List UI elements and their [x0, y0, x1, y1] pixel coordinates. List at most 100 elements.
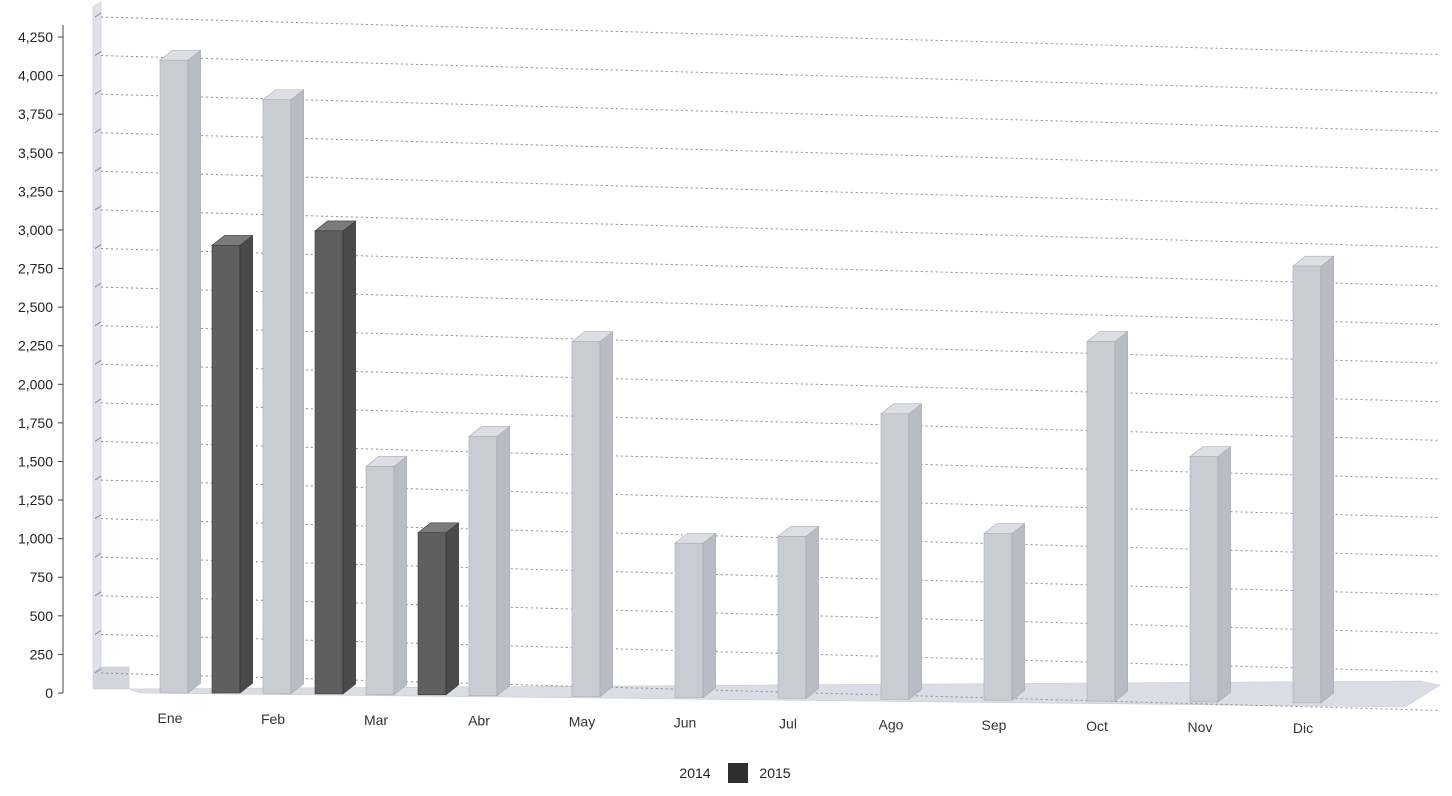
bar-side: [445, 522, 459, 696]
x-tick-label: Mar: [364, 712, 388, 728]
grid-line: [100, 209, 1441, 248]
bar-side: [1320, 255, 1334, 704]
x-tick-label: Oct: [1086, 718, 1108, 734]
y-tick-label: 2,250: [18, 338, 53, 354]
y-tick-label: 1,500: [18, 453, 53, 469]
x-axis: Ene Feb Mar Abr May Jun Jul Ago Sep Oct Nov Dic: [158, 710, 1314, 736]
bar-top: [365, 456, 408, 467]
bar: [262, 89, 305, 695]
y-tick-label: 3,750: [18, 106, 53, 122]
bar-front: [1189, 456, 1219, 703]
bar-side: [702, 532, 716, 699]
grid-line-wall: [94, 359, 102, 365]
bar-front: [159, 59, 189, 694]
grid-line: [100, 363, 1441, 403]
x-tick-label: Dic: [1293, 720, 1313, 736]
grid-line: [100, 132, 1441, 171]
y-tick-label: 3,500: [18, 145, 53, 161]
grid-line: [100, 672, 1441, 711]
bar-top: [571, 331, 614, 342]
wall-base: [92, 666, 130, 690]
legend-label: 2015: [759, 765, 790, 781]
y-tick-label: 0: [45, 685, 53, 701]
bar-front: [365, 466, 395, 696]
bar: [1189, 446, 1232, 703]
bar: [468, 425, 511, 697]
grid-line-wall: [94, 205, 102, 211]
y-tick-label: 4,000: [18, 68, 53, 84]
x-tick-label: Feb: [261, 711, 285, 727]
x-tick-label: Abr: [468, 713, 490, 729]
bar-front: [262, 99, 292, 695]
grid-line-wall: [94, 437, 102, 442]
grid-line-wall: [94, 398, 102, 404]
bar: [365, 455, 408, 696]
bar: [1292, 255, 1335, 704]
bar-top: [674, 532, 717, 544]
bar-side: [1114, 330, 1128, 702]
grid-line-wall: [94, 552, 102, 558]
grid-line: [100, 325, 1441, 364]
y-tick-label: 500: [30, 608, 54, 624]
bar-side: [908, 403, 922, 700]
bar: [417, 522, 460, 696]
bar-side: [290, 89, 304, 695]
x-tick-label: Jun: [674, 715, 697, 731]
grid-line-wall: [94, 591, 102, 597]
grid-line-wall: [94, 475, 102, 481]
y-tick-label: 250: [30, 646, 54, 662]
grid-line-wall: [94, 629, 102, 635]
bar-side: [1217, 446, 1231, 703]
bar-front: [571, 341, 601, 697]
bar-front: [880, 413, 910, 700]
legend-swatch: [728, 763, 748, 783]
bar-front: [417, 532, 447, 696]
bar-side: [496, 425, 510, 697]
grid-line-wall: [94, 668, 102, 674]
grid-line-wall: [94, 166, 102, 172]
bar-side: [1011, 522, 1025, 701]
x-tick-label: Jul: [779, 715, 797, 731]
y-tick-label: 2,500: [18, 299, 53, 315]
y-tick-label: 3,250: [18, 183, 53, 199]
grid-line: [100, 248, 1441, 287]
bar-side: [342, 220, 356, 695]
bar-front: [468, 436, 498, 696]
y-tick-label: 750: [30, 569, 54, 585]
y-tick-label: 1,250: [18, 492, 53, 508]
side-wall: [92, 1, 102, 674]
bar-top: [777, 526, 820, 537]
bar-top: [468, 426, 511, 437]
grid-line: [100, 402, 1441, 441]
x-tick-label: Nov: [1188, 719, 1213, 735]
bar: [674, 532, 717, 699]
bar: [880, 403, 923, 700]
bar-side: [599, 331, 613, 698]
bar: [777, 525, 820, 700]
bar-side: [187, 49, 201, 694]
y-tick-label: 3,000: [18, 222, 53, 238]
grid-line-wall: [94, 128, 102, 134]
bar: [314, 220, 357, 695]
bar: [211, 234, 254, 694]
bar: [983, 522, 1026, 701]
bar-side: [393, 455, 407, 696]
bar: [159, 49, 202, 694]
bar-top: [262, 89, 305, 100]
bar-front: [983, 533, 1013, 701]
bar-front: [211, 245, 241, 694]
bar: [571, 331, 614, 698]
grid-line-wall: [94, 51, 102, 57]
y-tick-label: 2,750: [18, 261, 53, 277]
grid-line-wall: [94, 89, 102, 95]
x-tick-label: Ene: [158, 710, 183, 726]
x-tick-label: Sep: [982, 717, 1007, 733]
grid-line-wall: [94, 321, 102, 327]
legend: 2014 2015: [679, 763, 791, 783]
bar: [1086, 330, 1129, 702]
bar-front: [1292, 265, 1322, 704]
bar-top: [1086, 331, 1129, 342]
legend-label: 2014: [679, 765, 710, 781]
